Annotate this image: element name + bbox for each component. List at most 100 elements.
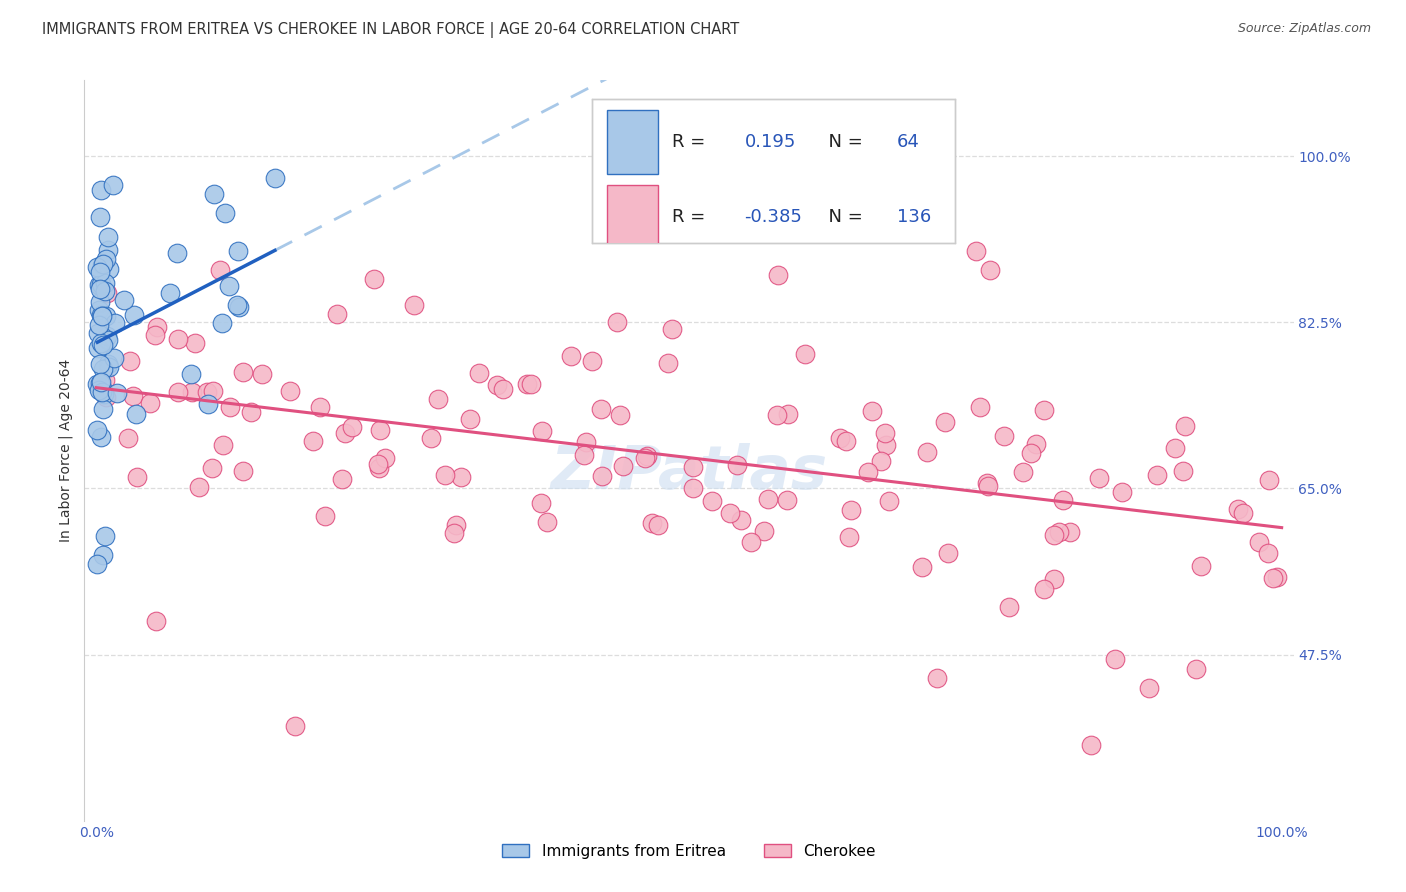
Point <box>302 434 325 449</box>
Point <box>776 493 799 508</box>
Point <box>239 404 262 418</box>
Point <box>94 309 117 323</box>
Point <box>730 512 752 526</box>
Point <box>574 448 596 462</box>
Point <box>574 435 596 450</box>
Point <box>993 429 1015 443</box>
Point <box>589 402 612 417</box>
Point <box>591 469 613 483</box>
Point <box>122 308 145 322</box>
Point <box>1059 524 1081 539</box>
Point <box>103 351 125 366</box>
Point <box>1173 464 1195 478</box>
Point <box>925 671 948 685</box>
Point <box>232 365 254 379</box>
Point <box>828 431 851 445</box>
Point <box>530 496 553 510</box>
Point <box>97 243 120 257</box>
Point <box>212 438 235 452</box>
Point <box>340 420 363 434</box>
Point <box>1019 446 1042 460</box>
Point <box>838 530 860 544</box>
Point <box>181 385 204 400</box>
Point <box>725 458 748 472</box>
Point <box>232 464 254 478</box>
Point <box>492 382 515 396</box>
Point <box>860 404 883 418</box>
Point <box>1043 528 1066 542</box>
Text: IMMIGRANTS FROM ERITREA VS CHEROKEE IN LABOR FORCE | AGE 20-64 CORRELATION CHART: IMMIGRANTS FROM ERITREA VS CHEROKEE IN L… <box>42 22 740 38</box>
Point <box>634 451 657 466</box>
Point <box>979 263 1001 277</box>
Point <box>90 376 112 390</box>
Point <box>93 402 115 417</box>
Point <box>647 517 669 532</box>
Point <box>612 458 634 473</box>
Point <box>536 515 558 529</box>
Point <box>641 516 664 531</box>
Point <box>516 377 538 392</box>
Point <box>367 457 389 471</box>
Point <box>581 354 603 368</box>
Point <box>122 389 145 403</box>
Point <box>308 400 330 414</box>
Point <box>965 244 987 259</box>
Point <box>444 517 467 532</box>
Point <box>794 347 817 361</box>
Point <box>1032 402 1054 417</box>
Point <box>682 460 704 475</box>
Point <box>1257 546 1279 560</box>
Point <box>314 509 336 524</box>
Point <box>89 294 111 309</box>
Legend: Immigrants from Eritrea, Cherokee: Immigrants from Eritrea, Cherokee <box>496 838 882 865</box>
Point <box>90 183 112 197</box>
Point <box>89 265 111 279</box>
Point <box>201 460 224 475</box>
Point <box>263 171 285 186</box>
Point <box>252 367 274 381</box>
Point <box>434 467 457 482</box>
Point <box>1052 492 1074 507</box>
Point <box>93 362 115 376</box>
Point <box>166 332 188 346</box>
Point <box>404 298 426 312</box>
Point <box>91 338 114 352</box>
Point <box>90 336 112 351</box>
Point <box>90 309 112 323</box>
Point <box>125 407 148 421</box>
Point <box>94 284 117 298</box>
Point <box>184 336 207 351</box>
Point <box>284 719 307 733</box>
Point <box>145 320 167 334</box>
Point <box>560 349 582 363</box>
Point <box>89 376 111 390</box>
Point <box>1137 681 1160 695</box>
Text: Source: ZipAtlas.com: Source: ZipAtlas.com <box>1237 22 1371 36</box>
Point <box>180 367 202 381</box>
Point <box>326 307 349 321</box>
Point <box>90 384 112 399</box>
Point <box>426 392 449 406</box>
Point <box>89 211 111 225</box>
Point <box>858 465 880 479</box>
Point <box>657 355 679 369</box>
Point <box>195 385 218 400</box>
Point <box>367 461 389 475</box>
Point <box>531 425 554 439</box>
Point <box>776 407 799 421</box>
Point <box>1232 506 1254 520</box>
Point <box>89 282 111 296</box>
Point <box>94 390 117 404</box>
Point <box>363 272 385 286</box>
Point <box>370 423 392 437</box>
Point <box>661 322 683 336</box>
Point <box>87 303 110 318</box>
Point <box>875 425 897 440</box>
Point <box>97 262 120 277</box>
Point <box>101 178 124 192</box>
Point <box>90 430 112 444</box>
Point <box>278 384 301 399</box>
Point <box>218 279 240 293</box>
Point <box>911 560 934 574</box>
Point <box>219 400 242 414</box>
